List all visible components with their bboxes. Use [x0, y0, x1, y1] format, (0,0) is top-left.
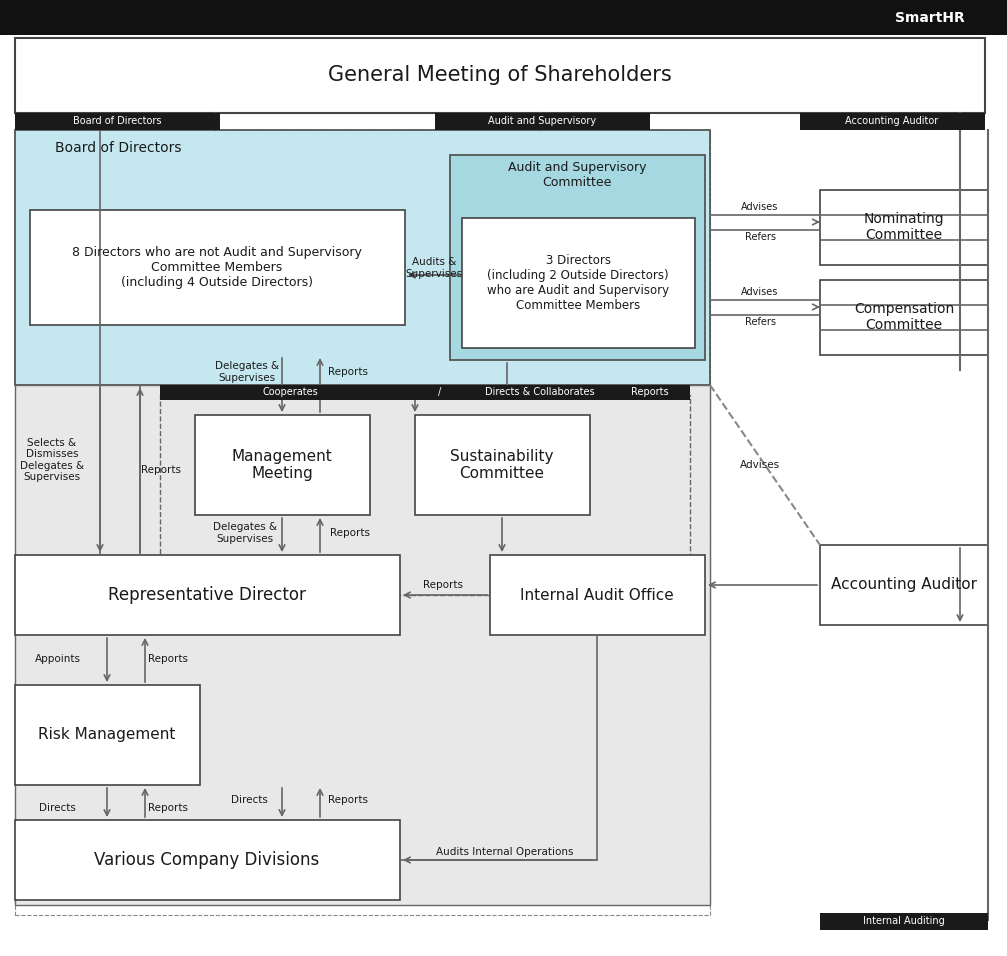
Text: Sustainability
Committee: Sustainability Committee: [450, 448, 554, 481]
Text: SmartHR: SmartHR: [895, 11, 965, 25]
Text: Reports: Reports: [148, 654, 188, 664]
FancyBboxPatch shape: [820, 545, 988, 625]
Text: Appoints: Appoints: [35, 654, 81, 664]
Text: Advises: Advises: [741, 287, 778, 297]
FancyBboxPatch shape: [462, 218, 695, 348]
Text: Directs & Collaborates: Directs & Collaborates: [485, 387, 595, 397]
Text: Internal Auditing: Internal Auditing: [863, 916, 945, 926]
Text: Delegates &
Supervises: Delegates & Supervises: [212, 522, 277, 544]
Text: Reports: Reports: [328, 367, 368, 377]
FancyBboxPatch shape: [15, 38, 985, 113]
FancyBboxPatch shape: [820, 190, 988, 265]
Text: Audits &
Supervises: Audits & Supervises: [406, 257, 462, 279]
Text: Advises: Advises: [740, 460, 780, 470]
Bar: [820, 913, 988, 930]
FancyBboxPatch shape: [30, 210, 405, 325]
FancyBboxPatch shape: [490, 555, 705, 635]
FancyBboxPatch shape: [15, 130, 710, 385]
Text: Reports: Reports: [141, 465, 181, 475]
Text: Reports: Reports: [328, 795, 368, 805]
Bar: [160, 385, 690, 400]
Text: 3 Directors
(including 2 Outside Directors)
who are Audit and Supervisory
Commit: 3 Directors (including 2 Outside Directo…: [487, 254, 669, 312]
Text: Internal Audit Office: Internal Audit Office: [521, 588, 674, 602]
FancyBboxPatch shape: [820, 280, 988, 355]
FancyBboxPatch shape: [195, 415, 370, 515]
Text: Reports: Reports: [631, 387, 669, 397]
Text: Accounting Auditor: Accounting Auditor: [831, 577, 977, 593]
FancyBboxPatch shape: [450, 155, 705, 360]
Text: Nominating
Committee: Nominating Committee: [864, 212, 945, 242]
FancyBboxPatch shape: [15, 685, 200, 785]
Text: /: /: [438, 387, 442, 397]
Text: Directs: Directs: [231, 795, 268, 805]
Text: Various Company Divisions: Various Company Divisions: [95, 851, 319, 869]
FancyBboxPatch shape: [15, 555, 400, 635]
Text: Reports: Reports: [330, 528, 370, 538]
Text: Risk Management: Risk Management: [38, 728, 175, 743]
Text: Cooperates: Cooperates: [262, 387, 318, 397]
Text: General Meeting of Shareholders: General Meeting of Shareholders: [328, 65, 672, 85]
FancyBboxPatch shape: [15, 820, 400, 900]
Text: Selects &
Dismisses
Delegates &
Supervises: Selects & Dismisses Delegates & Supervis…: [20, 438, 84, 483]
Bar: [0, 0, 1007, 35]
FancyBboxPatch shape: [15, 385, 710, 905]
Text: Audit and Supervisory: Audit and Supervisory: [488, 116, 596, 126]
Text: Audit and Supervisory
Committee: Audit and Supervisory Committee: [508, 161, 646, 189]
Text: Reports: Reports: [148, 803, 188, 813]
Text: Directs: Directs: [38, 803, 76, 813]
Bar: [15, 113, 220, 130]
Text: Compensation
Committee: Compensation Committee: [854, 302, 954, 332]
Bar: [800, 113, 985, 130]
Text: Refers: Refers: [744, 317, 775, 327]
FancyBboxPatch shape: [415, 415, 590, 515]
Text: Management
Meeting: Management Meeting: [232, 448, 332, 481]
Text: Audits Internal Operations: Audits Internal Operations: [436, 847, 574, 857]
Text: Board of Directors: Board of Directors: [55, 141, 181, 155]
Text: Accounting Auditor: Accounting Auditor: [845, 116, 939, 126]
Text: Refers: Refers: [744, 232, 775, 242]
Text: Advises: Advises: [741, 202, 778, 212]
Text: Representative Director: Representative Director: [108, 586, 306, 604]
Text: Delegates &
Supervises: Delegates & Supervises: [214, 361, 279, 382]
Text: Reports: Reports: [423, 580, 463, 590]
Text: 8 Directors who are not Audit and Supervisory
Committee Members
(including 4 Out: 8 Directors who are not Audit and Superv…: [73, 246, 362, 289]
Text: Board of Directors: Board of Directors: [73, 116, 161, 126]
Bar: [435, 113, 650, 130]
